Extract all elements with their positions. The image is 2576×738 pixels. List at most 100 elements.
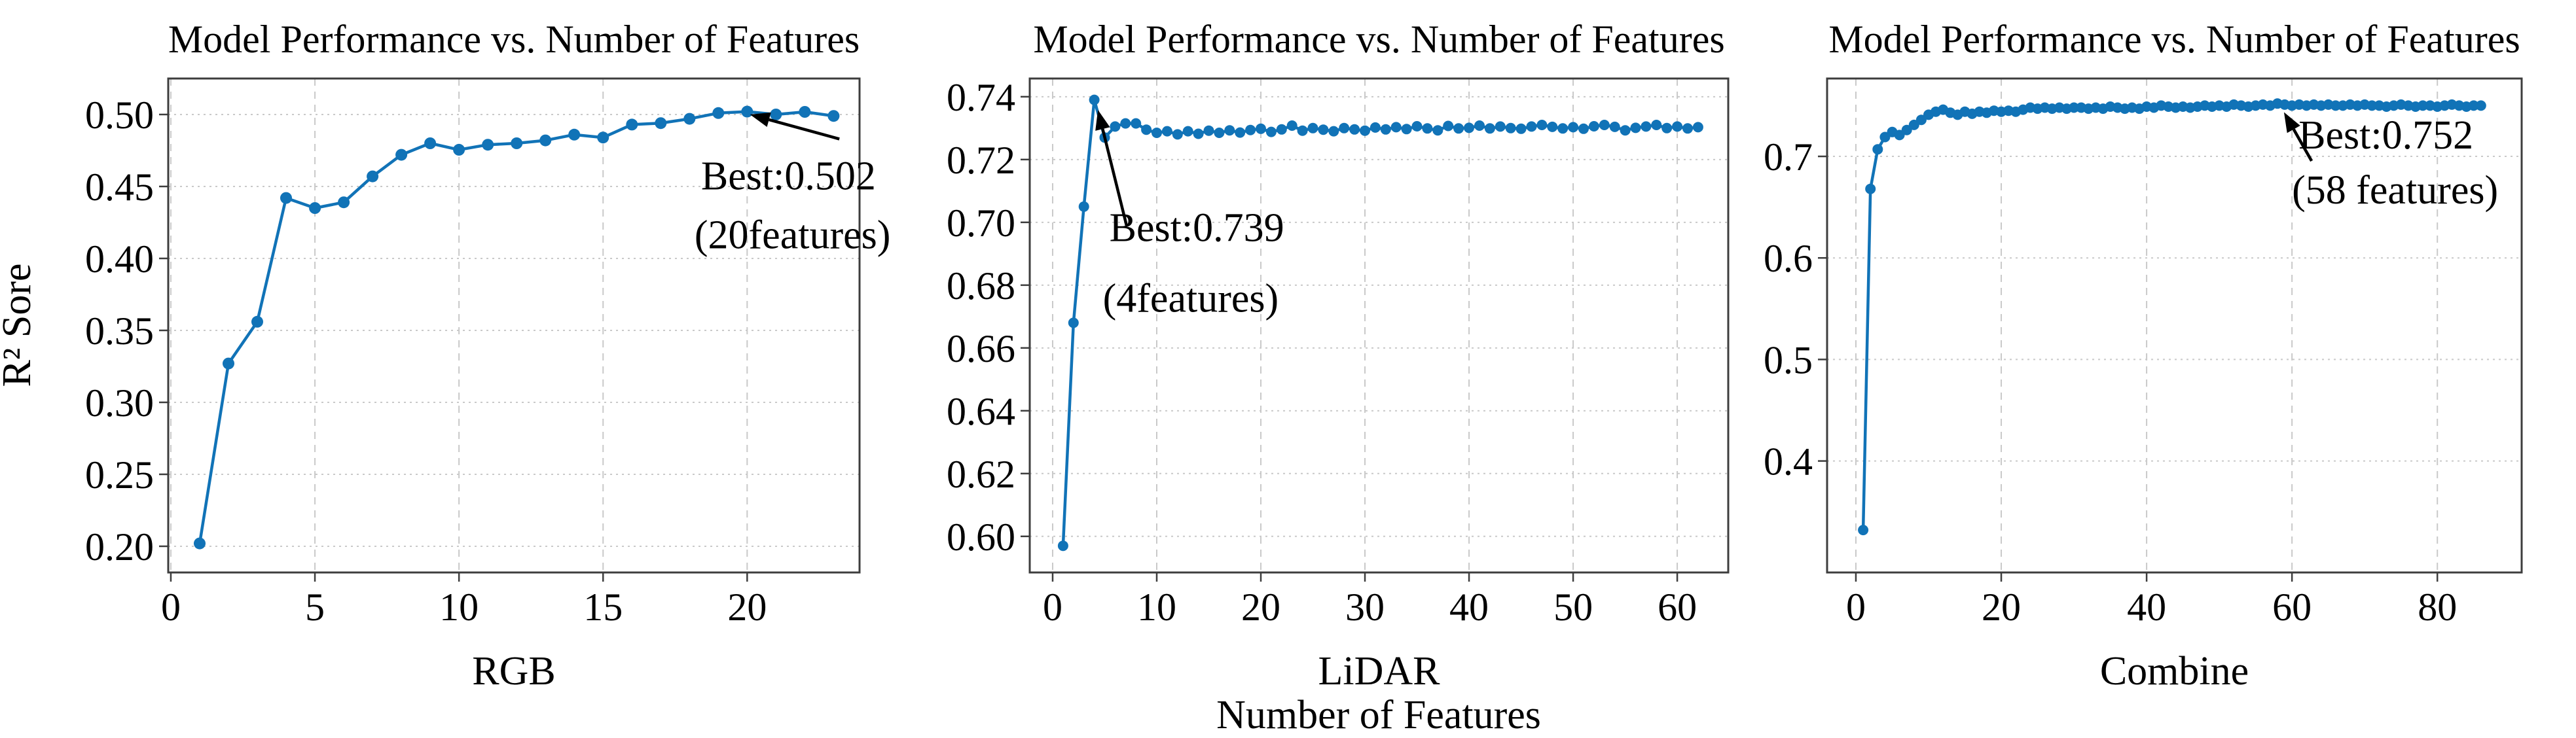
data-point-marker bbox=[1422, 123, 1433, 134]
x-tick-label: 20 bbox=[727, 586, 767, 629]
x-tick-label: 40 bbox=[1449, 586, 1489, 629]
annotation-feature-count: (20features) bbox=[695, 213, 891, 257]
y-axis-label: R² Sore bbox=[0, 263, 39, 387]
y-tick-label: 0.62 bbox=[947, 453, 1015, 496]
data-point-marker bbox=[1120, 118, 1131, 129]
annotation-arrow-line bbox=[769, 118, 840, 141]
data-point-marker bbox=[1894, 130, 1905, 141]
x-tick-label: 10 bbox=[439, 586, 479, 629]
data-point-marker bbox=[1609, 121, 1620, 132]
data-point-marker bbox=[1110, 121, 1121, 132]
data-point-marker bbox=[799, 106, 811, 118]
y-tick-label: 0.50 bbox=[85, 94, 154, 137]
data-point-marker bbox=[194, 537, 206, 550]
data-point-marker bbox=[1339, 122, 1350, 133]
data-point-marker bbox=[1078, 201, 1089, 212]
annotation-arrow-line bbox=[1101, 128, 1129, 226]
chart-title: Model Performance vs. Number of Features bbox=[1033, 18, 1724, 61]
plot-border bbox=[167, 77, 861, 574]
data-point-marker bbox=[1411, 121, 1423, 132]
shared-x-axis-label: Number of Features bbox=[1216, 693, 1541, 737]
x-axis-label: LiDAR bbox=[1318, 649, 1441, 694]
data-point-marker bbox=[1224, 125, 1235, 136]
x-axis-label: RGB bbox=[472, 649, 555, 694]
data-point-marker bbox=[1276, 124, 1287, 135]
data-point-marker bbox=[568, 128, 581, 141]
data-point-marker bbox=[1908, 119, 1919, 130]
data-point-marker bbox=[655, 117, 667, 130]
data-point-marker bbox=[1865, 183, 1876, 194]
data-point-marker bbox=[1515, 123, 1527, 134]
y-tick-label: 0.70 bbox=[947, 202, 1015, 245]
data-point-marker bbox=[2069, 102, 2080, 113]
data-point-marker bbox=[1235, 127, 1246, 138]
plot-border bbox=[1826, 77, 2523, 574]
data-point-marker bbox=[1692, 122, 1703, 133]
data-point-marker bbox=[1297, 125, 1308, 136]
data-point-marker bbox=[539, 134, 552, 147]
data-point-marker bbox=[1286, 120, 1297, 131]
annotation-best-value: Best:0.752 bbox=[2298, 113, 2473, 158]
data-point-marker bbox=[1547, 121, 1558, 132]
data-point-marker bbox=[1390, 122, 1402, 133]
annotation-best-value: Best:0.739 bbox=[1110, 206, 1284, 251]
plot-border bbox=[1028, 77, 1730, 574]
data-point-marker bbox=[1484, 123, 1495, 134]
data-point-marker bbox=[1901, 124, 1912, 135]
chart-title: Model Performance vs. Number of Features bbox=[168, 18, 860, 61]
data-point-marker bbox=[1578, 123, 1589, 134]
data-point-marker bbox=[1661, 122, 1673, 133]
data-point-marker bbox=[309, 202, 321, 214]
data-point-marker bbox=[2330, 100, 2341, 111]
data-point-marker bbox=[597, 132, 609, 144]
series-line bbox=[1861, 102, 2483, 532]
annotation-feature-count: (4features) bbox=[1103, 277, 1279, 321]
chart-title: Model Performance vs. Number of Features bbox=[1828, 18, 2520, 61]
y-tick-label: 0.6 bbox=[1764, 237, 1813, 280]
data-point-marker bbox=[1193, 128, 1204, 139]
data-point-marker bbox=[1495, 121, 1506, 132]
data-point-marker bbox=[770, 109, 782, 120]
data-point-marker bbox=[1203, 125, 1214, 136]
y-tick-label: 0.64 bbox=[947, 390, 1015, 433]
data-point-marker bbox=[1464, 122, 1474, 133]
data-point-marker bbox=[395, 149, 408, 161]
data-point-marker bbox=[683, 113, 696, 125]
x-tick-label: 0 bbox=[1846, 586, 1866, 629]
x-tick-label: 80 bbox=[2418, 586, 2457, 629]
data-point-marker bbox=[1526, 121, 1537, 132]
y-tick-label: 0.35 bbox=[85, 309, 154, 353]
data-point-marker bbox=[1858, 525, 1869, 536]
y-tick-label: 0.72 bbox=[947, 139, 1015, 182]
data-point-marker bbox=[1360, 125, 1370, 136]
data-point-marker bbox=[1879, 132, 1891, 143]
y-tick-label: 0.30 bbox=[85, 381, 154, 425]
y-tick-label: 0.45 bbox=[85, 166, 154, 209]
x-tick-label: 20 bbox=[1982, 586, 2021, 629]
y-tick-label: 0.25 bbox=[85, 453, 154, 497]
data-point-marker bbox=[1370, 122, 1381, 133]
data-point-marker bbox=[1630, 122, 1641, 133]
y-tick-label: 0.66 bbox=[947, 327, 1015, 370]
data-point-marker bbox=[827, 110, 840, 122]
chart-lidar-canvas: 0 10 20 30 40 50 60 0.60 0.62 0.64 0.66 0.68 0.70 0.7… bbox=[947, 18, 1730, 694]
annotation-arrow-line bbox=[2292, 128, 2313, 162]
y-tick-label: 0.60 bbox=[947, 516, 1015, 559]
data-point-marker bbox=[626, 118, 638, 131]
data-point-marker bbox=[1057, 540, 1068, 552]
x-tick-label: 50 bbox=[1553, 586, 1593, 629]
data-point-marker bbox=[1672, 121, 1683, 132]
data-point-marker bbox=[2475, 100, 2486, 111]
data-point-marker bbox=[1152, 128, 1162, 138]
data-point-marker bbox=[1214, 128, 1225, 138]
data-point-marker bbox=[1182, 126, 1193, 137]
annotation-feature-count: (58 features) bbox=[2292, 168, 2498, 213]
data-point-marker bbox=[482, 139, 494, 151]
x-tick-label: 10 bbox=[1137, 586, 1176, 629]
data-point-marker bbox=[424, 137, 437, 149]
y-tick-label: 0.5 bbox=[1764, 338, 1813, 381]
data-point-marker bbox=[1432, 125, 1443, 136]
data-point-marker bbox=[1872, 144, 1883, 155]
data-point-marker bbox=[1318, 124, 1329, 135]
data-point-marker bbox=[1068, 317, 1079, 328]
